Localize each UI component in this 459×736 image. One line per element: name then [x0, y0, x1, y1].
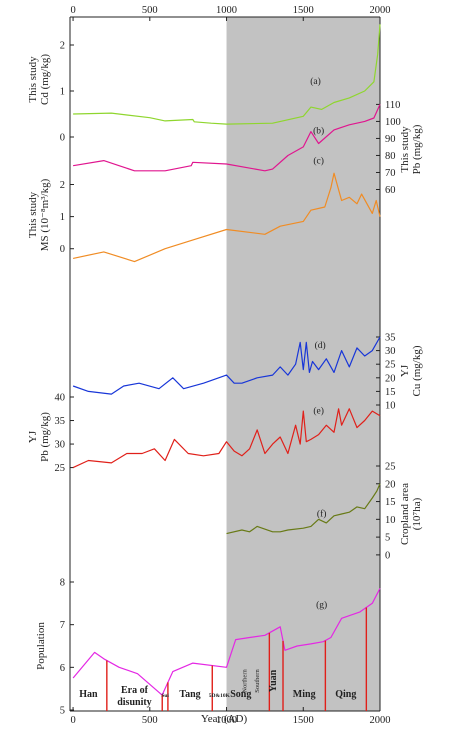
- y-axis-title: Cu (mg/kg): [411, 345, 423, 396]
- series-line-e: [72, 408, 381, 469]
- y-axis-title: Cropland area: [399, 483, 411, 545]
- y-axis-title: This study: [399, 126, 411, 173]
- y-axis-title: (10⁷ha): [411, 497, 423, 530]
- dynasty-label: Han: [79, 689, 98, 700]
- y-tick-label: 15: [385, 387, 396, 398]
- series-line-d: [72, 336, 381, 395]
- panel-label: (c): [313, 156, 324, 167]
- dynasty-label: Qing: [335, 689, 356, 700]
- y-tick-label: 90: [385, 134, 396, 145]
- panel-label: (d): [315, 340, 326, 351]
- panel-c: 0 1 2 This study MS (10⁻⁸m³/kg) (c): [27, 156, 381, 263]
- y-axis-title: MS (10⁻⁸m³/kg): [39, 178, 51, 251]
- y-tick-label: 2: [60, 41, 65, 52]
- series-line-a: [73, 24, 381, 125]
- dynasty-label: Era of: [121, 685, 149, 696]
- dynasty-label: Song: [230, 689, 251, 700]
- y-tick-label: 10: [385, 515, 396, 526]
- y-tick-label: 2: [60, 180, 65, 191]
- y-tick-label: 1: [60, 87, 65, 98]
- panel-label: (e): [313, 405, 324, 416]
- y-tick-label: 70: [385, 168, 396, 179]
- y-tick-label: 40: [55, 393, 66, 404]
- dynasty-label: disunity: [117, 697, 151, 708]
- x-tick-label-bottom: 1000: [216, 715, 237, 726]
- dynasty-label: Yuan: [268, 669, 279, 692]
- y-tick-label: 6: [60, 663, 65, 674]
- panel-label: (g): [316, 600, 327, 611]
- y-tick-label: 100: [385, 117, 401, 128]
- series-line-f: [226, 483, 381, 535]
- y-tick-label: 0: [60, 244, 65, 255]
- y-tick-label: 80: [385, 151, 396, 162]
- x-tick-label-top: 1000: [216, 5, 237, 16]
- y-tick-label: 35: [55, 416, 66, 427]
- y-axis-title: This study: [27, 191, 39, 238]
- y-tick-label: 15: [385, 497, 396, 508]
- y-axis-title: YJ: [399, 364, 411, 377]
- panel-label: (b): [313, 125, 324, 136]
- y-axis-title: Cd (mg/kg): [39, 54, 51, 105]
- y-tick-label: 1: [60, 212, 65, 223]
- shaded-period: [226, 17, 380, 711]
- x-tick-label-bottom: 0: [70, 715, 75, 726]
- dynasty-label: Sui: [161, 693, 169, 699]
- y-tick-label: 10: [385, 401, 396, 412]
- x-tick-label-bottom: 2000: [370, 715, 391, 726]
- y-tick-label: 7: [60, 620, 65, 631]
- panel-e: 25 30 35 40 YJ Pb (mg/kg) (e): [27, 393, 381, 474]
- y-axis-title: This study: [27, 56, 39, 103]
- x-axis-bottom: 0 500 1000 1500 2000: [70, 707, 391, 726]
- y-tick-label: 20: [385, 479, 396, 490]
- series-line-c: [72, 172, 381, 263]
- y-tick-label: 25: [55, 463, 66, 474]
- y-tick-label: 110: [385, 100, 400, 111]
- y-tick-label: 30: [385, 346, 396, 357]
- y-tick-label: 25: [385, 462, 396, 473]
- y-tick-label: 5: [60, 706, 65, 717]
- x-tick-label-top: 1500: [293, 5, 314, 16]
- y-axis-title: Pb (mg/kg): [39, 412, 51, 462]
- y-tick-label: 0: [385, 550, 390, 561]
- x-tick-label-bottom: 1500: [293, 715, 314, 726]
- y-axis-title: Pb (mg/kg): [411, 124, 423, 174]
- x-tick-label-top: 500: [142, 5, 158, 16]
- panel-label: (f): [317, 508, 327, 519]
- panel-d: 10 15 20 25 30 35 YJ Cu (mg/kg) (d): [72, 333, 423, 412]
- panel-label: (a): [310, 76, 321, 87]
- x-tick-label-top: 0: [70, 5, 75, 16]
- y-tick-label: 35: [385, 333, 396, 344]
- dynasty-label: 5D&10K: [209, 693, 231, 699]
- dynasty-label: Southern: [254, 669, 261, 693]
- dynasty-label: Ming: [293, 689, 316, 700]
- y-tick-label: 60: [385, 185, 396, 196]
- panel-a: 0 1 2 This study Cd (mg/kg) (a): [27, 24, 381, 144]
- series-line-g: [72, 588, 381, 696]
- x-axis-top: 0 500 1000 1500 2000: [70, 5, 391, 21]
- y-tick-label: 20: [385, 373, 396, 384]
- y-tick-label: 25: [385, 360, 396, 371]
- y-tick-label: 0: [60, 133, 65, 144]
- y-axis-title: YJ: [27, 430, 39, 443]
- y-tick-label: 5: [385, 533, 390, 544]
- series-line-b: [73, 104, 381, 172]
- y-axis-title: Population: [35, 622, 47, 670]
- panel-b: 60 70 80 90 100 110 This study Pb (mg/kg) (b): [73, 100, 423, 196]
- dynasty-label: Tang: [179, 689, 200, 700]
- x-tick-label-top: 2000: [370, 5, 391, 16]
- x-axis-title: Year (AD): [201, 713, 248, 725]
- y-tick-label: 8: [60, 578, 65, 589]
- dynasty-label: Northern: [241, 669, 248, 693]
- x-tick-label-bottom: 500: [142, 715, 158, 726]
- panel-g: 5 6 7 8 Population (g): [35, 578, 381, 717]
- y-tick-label: 30: [55, 440, 66, 451]
